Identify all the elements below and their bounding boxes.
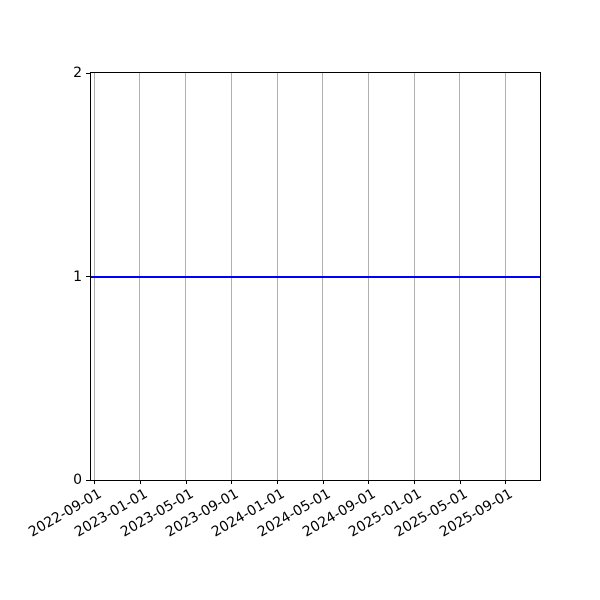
y-tick [86,276,90,277]
series-line [91,275,540,278]
x-tick [368,480,370,484]
x-tick [414,480,416,484]
y-tick [86,479,90,481]
x-tick [277,480,279,484]
y-tick [86,72,90,74]
y-tick-label: 2 [73,65,82,81]
plot-area [90,72,541,481]
x-tick [505,480,507,484]
y-tick-label: 1 [73,268,82,285]
x-tick [231,480,233,484]
y-tick-label: 0 [73,472,82,488]
x-tick [139,480,141,484]
x-tick [94,480,96,484]
x-tick [459,480,461,484]
x-tick [185,480,187,484]
x-tick [322,480,324,484]
